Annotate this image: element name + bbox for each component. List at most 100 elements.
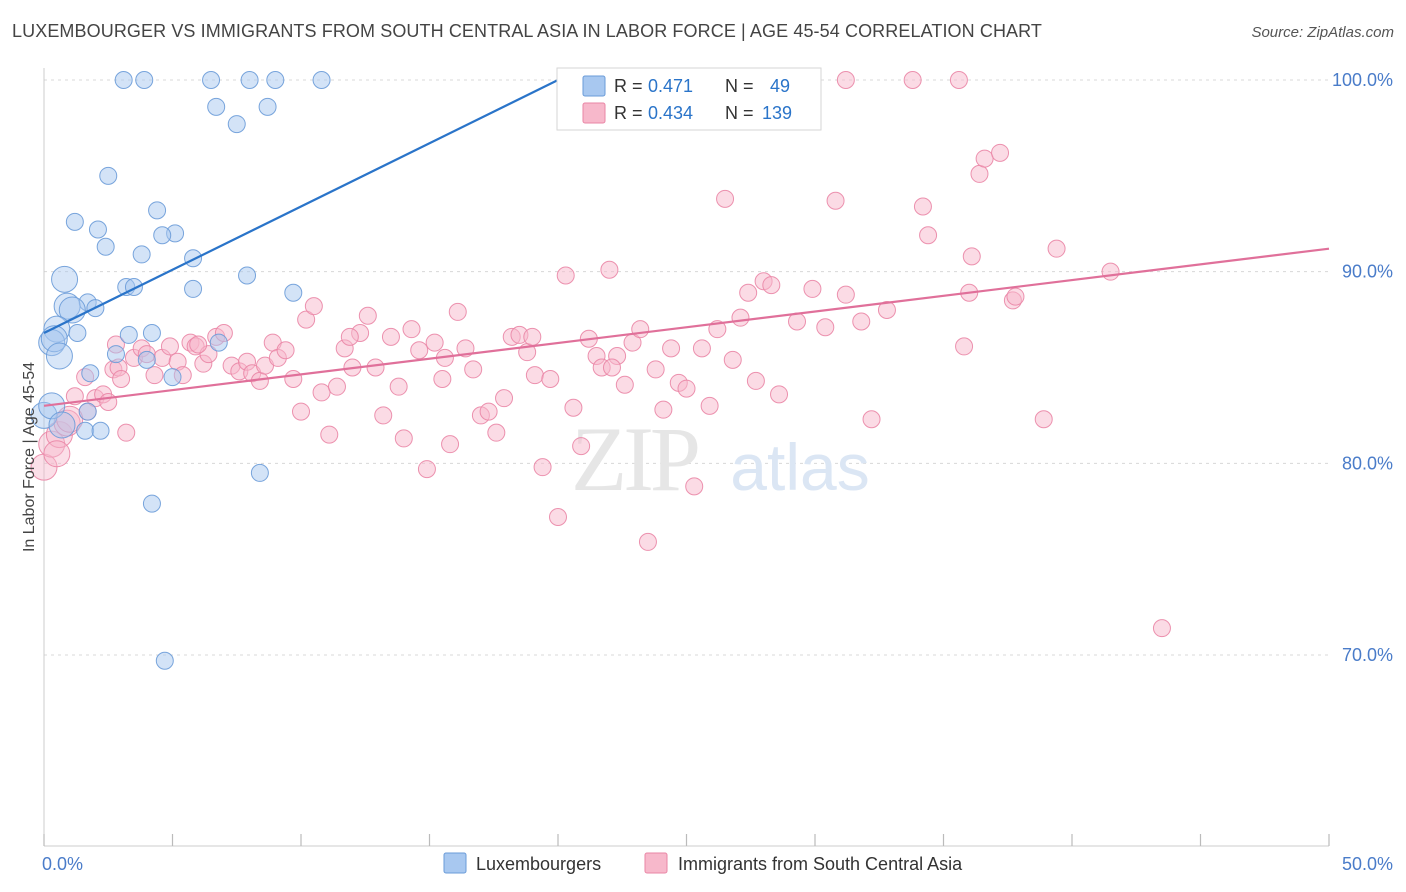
- pink-point: [716, 189, 735, 208]
- blue-point: [207, 97, 226, 116]
- pink-point: [975, 149, 994, 168]
- pink-point: [770, 385, 789, 404]
- pink-point: [366, 358, 385, 377]
- pink-point: [495, 389, 514, 408]
- pink-point: [549, 508, 567, 526]
- pink-point: [638, 532, 657, 551]
- pink-point: [913, 197, 932, 216]
- pink-point: [304, 297, 323, 316]
- blue-point: [184, 279, 203, 298]
- pink-point: [836, 285, 855, 304]
- pink-point: [646, 360, 665, 379]
- blue-point: [153, 226, 172, 245]
- pink-point: [441, 435, 460, 454]
- blue-point: [65, 212, 84, 231]
- legend-swatch-immigrants: [644, 852, 668, 874]
- pink-point: [731, 308, 750, 327]
- blue-point: [258, 97, 277, 116]
- stats-legend-swatch-pink: [582, 102, 606, 124]
- pink-point: [487, 423, 506, 442]
- stats-n-value-blue: 49: [770, 76, 790, 96]
- pink-point: [564, 398, 583, 417]
- pink-point: [464, 360, 483, 379]
- legend-swatch-luxembourgers: [443, 852, 467, 874]
- pink-point: [677, 379, 696, 398]
- blue-point: [142, 494, 161, 513]
- pink-point: [43, 440, 71, 468]
- pink-point: [836, 71, 855, 89]
- pink-point: [160, 337, 179, 356]
- blue-point: [88, 220, 107, 239]
- blue-point: [155, 651, 174, 670]
- blue-point: [238, 266, 257, 285]
- pink-point: [955, 337, 974, 356]
- pink-point: [448, 302, 467, 321]
- blue-point: [135, 71, 154, 89]
- pink-point: [962, 247, 981, 266]
- pink-point: [284, 370, 303, 388]
- pink-point: [479, 402, 498, 421]
- watermark-atlas: atlas: [730, 430, 869, 504]
- stats-r-value-pink: 0.434: [648, 103, 693, 123]
- stats-r-label-pink: R =: [614, 103, 643, 123]
- pink-point: [117, 423, 136, 442]
- blue-point: [119, 325, 138, 344]
- legend-label-immigrants: Immigrants from South Central Asia: [678, 854, 963, 874]
- x-tick-label: 50.0%: [1342, 854, 1393, 874]
- pink-point: [692, 339, 711, 358]
- pink-point: [723, 350, 742, 369]
- pink-series-points: [30, 71, 1171, 638]
- pink-point: [615, 375, 634, 394]
- pink-trend-line: [43, 247, 1330, 407]
- pink-point: [949, 71, 968, 89]
- blue-point: [227, 115, 246, 134]
- blue-point: [148, 201, 167, 220]
- y-tick-label: 80.0%: [1342, 453, 1393, 473]
- pink-point: [991, 143, 1010, 162]
- trend-lines: [43, 79, 1330, 407]
- blue-point: [51, 265, 79, 293]
- stats-legend: R = 0.471 N = 49 R = 0.434 N = 139: [556, 67, 822, 131]
- zipatlas-watermark: ZIP atlas: [571, 408, 870, 510]
- pink-point: [340, 327, 359, 346]
- pink-point: [523, 327, 542, 346]
- tick-labels: 100.0% 90.0% 80.0% 70.0% 0.0% 50.0%: [42, 70, 1393, 874]
- blue-point: [312, 71, 331, 89]
- pink-point: [402, 320, 421, 339]
- blue-trend-line: [43, 79, 559, 334]
- pink-point: [852, 312, 871, 331]
- stats-r-value-blue: 0.471: [648, 76, 693, 96]
- pink-point: [803, 279, 822, 298]
- blue-point: [78, 402, 97, 421]
- stats-n-label-blue: N =: [725, 76, 754, 96]
- blue-point: [48, 411, 76, 439]
- blue-point: [240, 71, 259, 89]
- pink-point: [433, 370, 452, 388]
- y-axis-label: In Labor Force | Age 45-54: [21, 362, 38, 552]
- pink-point: [762, 276, 781, 295]
- y-tick-label: 70.0%: [1342, 645, 1393, 665]
- pink-point: [394, 429, 413, 448]
- watermark-zip: ZIP: [571, 408, 698, 510]
- pink-point: [327, 377, 346, 396]
- pink-point: [1034, 410, 1053, 429]
- pink-point: [312, 383, 331, 402]
- blue-point: [132, 245, 151, 264]
- pink-point: [297, 310, 316, 329]
- pink-point: [292, 402, 310, 421]
- pink-point: [1101, 262, 1120, 281]
- pink-point: [145, 366, 164, 385]
- blue-point: [81, 364, 100, 383]
- chart-source: Source: ZipAtlas.com: [1251, 24, 1394, 41]
- pink-point: [572, 437, 591, 456]
- blue-point: [53, 292, 81, 320]
- pink-point: [417, 460, 436, 479]
- stats-legend-swatch-blue: [582, 75, 606, 97]
- blue-point: [68, 324, 87, 342]
- pink-point: [685, 477, 704, 496]
- pink-point: [654, 400, 673, 419]
- blue-point: [184, 249, 203, 268]
- pink-point: [525, 366, 544, 385]
- pink-point: [631, 320, 650, 339]
